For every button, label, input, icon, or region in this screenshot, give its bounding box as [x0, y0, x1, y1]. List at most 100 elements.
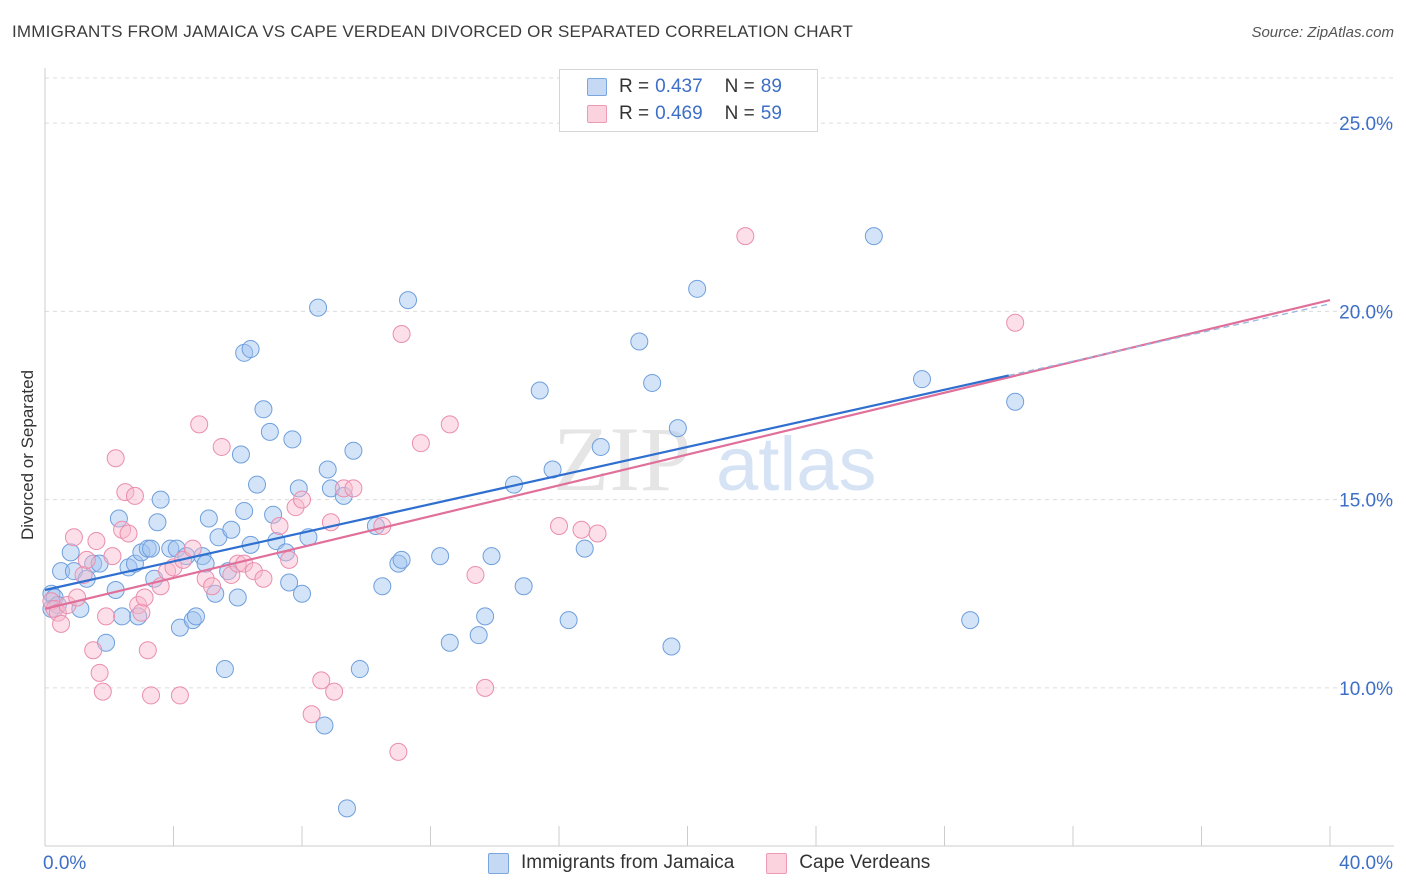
point-cape [222, 565, 241, 584]
series-label-jamaica: Immigrants from Jamaica [521, 852, 735, 873]
point-cape [440, 415, 459, 434]
point-jamaica [575, 539, 594, 558]
point-jamaica [318, 460, 337, 479]
points [42, 227, 1025, 818]
point-cape [93, 682, 112, 701]
point-cape [270, 517, 289, 535]
point-cape [244, 562, 263, 581]
point-cape [74, 565, 93, 584]
r-label: R = [619, 103, 650, 124]
point-cape [736, 227, 755, 246]
point-jamaica [264, 505, 283, 524]
point-cape [203, 577, 222, 596]
point-jamaica [530, 381, 549, 400]
n-label: N = [724, 76, 755, 97]
point-cape [170, 686, 189, 705]
point-jamaica [231, 445, 250, 464]
trend-lines [44, 299, 1331, 610]
point-cape [132, 603, 151, 622]
point-jamaica [643, 373, 662, 392]
legend-row-jamaica: R = 0.437 N = 89 [587, 75, 782, 99]
point-cape [138, 641, 157, 660]
point-cape [1006, 313, 1025, 332]
point-cape [97, 607, 116, 626]
point-cape [48, 603, 67, 622]
point-cape [286, 498, 305, 517]
series-swatch-jamaica [488, 852, 509, 874]
point-cape [334, 479, 353, 498]
trend-extension-jamaica [1008, 303, 1331, 377]
point-jamaica [109, 509, 128, 528]
stats-legend: R = 0.437 N = 89 R = 0.469 N = 59 [559, 69, 818, 132]
point-jamaica [199, 509, 218, 528]
point-jamaica [469, 626, 488, 645]
point-jamaica [392, 550, 411, 569]
point-cape [325, 682, 344, 701]
point-jamaica [289, 479, 308, 498]
series-label-cape: Cape Verdeans [799, 852, 931, 873]
point-jamaica [113, 607, 132, 626]
n-value: 59 [760, 103, 782, 124]
point-cape [254, 569, 273, 588]
legend-row-cape: R = 0.469 N = 59 [587, 102, 782, 126]
point-jamaica [559, 611, 578, 630]
series-legend-cape[interactable]: Cape Verdeans [766, 852, 930, 874]
tick-labels: 10.0% 15.0% 20.0% 25.0% 0.0% 40.0% [43, 114, 1393, 874]
point-jamaica [399, 291, 418, 310]
axes [44, 68, 1394, 847]
point-cape [392, 325, 411, 343]
point-cape [466, 565, 485, 584]
point-cape [183, 539, 202, 558]
point-jamaica [235, 501, 254, 520]
point-jamaica [668, 419, 687, 438]
point-jamaica [688, 279, 707, 298]
point-jamaica [186, 607, 205, 626]
point-jamaica [215, 660, 234, 679]
point-jamaica [315, 716, 334, 735]
n-value: 89 [760, 76, 782, 97]
point-cape [125, 486, 144, 505]
point-cape [212, 437, 231, 456]
point-cape [52, 614, 71, 633]
point-cape [312, 671, 331, 690]
source-label: Source: ZipAtlas.com [1251, 24, 1394, 41]
legend-swatch-cape [587, 105, 607, 123]
point-jamaica [125, 554, 144, 573]
point-jamaica [61, 543, 80, 562]
point-jamaica [630, 332, 649, 351]
point-jamaica [344, 441, 363, 460]
series-legend-jamaica[interactable]: Immigrants from Jamaica [488, 852, 734, 874]
point-jamaica [151, 490, 170, 509]
point-jamaica [241, 340, 260, 359]
watermark: ZIP atlas [553, 408, 877, 510]
point-jamaica [334, 486, 353, 505]
point-jamaica [514, 577, 533, 596]
y-tick-label: 10.0% [1339, 679, 1393, 700]
point-jamaica [254, 400, 273, 419]
chart-title: IMMIGRANTS FROM JAMAICA VS CAPE VERDEAN … [12, 22, 854, 41]
point-jamaica [440, 633, 459, 652]
point-jamaica [913, 370, 932, 389]
r-value: 0.437 [655, 76, 703, 97]
x-tick-label: 0.0% [43, 853, 86, 874]
r-value: 0.469 [655, 103, 703, 124]
point-jamaica [1006, 392, 1025, 411]
watermark-atlas: atlas [716, 422, 877, 507]
point-jamaica [293, 584, 311, 603]
point-cape [106, 449, 125, 468]
point-cape [64, 528, 83, 547]
point-cape [572, 520, 591, 539]
point-jamaica [248, 475, 267, 494]
point-cape [90, 663, 109, 682]
point-jamaica [260, 422, 279, 441]
y-tick-label: 25.0% [1339, 114, 1393, 135]
point-jamaica [283, 430, 302, 449]
point-cape [588, 524, 607, 543]
point-jamaica [337, 799, 356, 818]
y-tick-label: 15.0% [1339, 491, 1393, 512]
point-cape [476, 678, 495, 697]
point-cape [142, 686, 161, 705]
point-jamaica [431, 547, 450, 566]
x-tick-label: 40.0% [1339, 853, 1393, 874]
